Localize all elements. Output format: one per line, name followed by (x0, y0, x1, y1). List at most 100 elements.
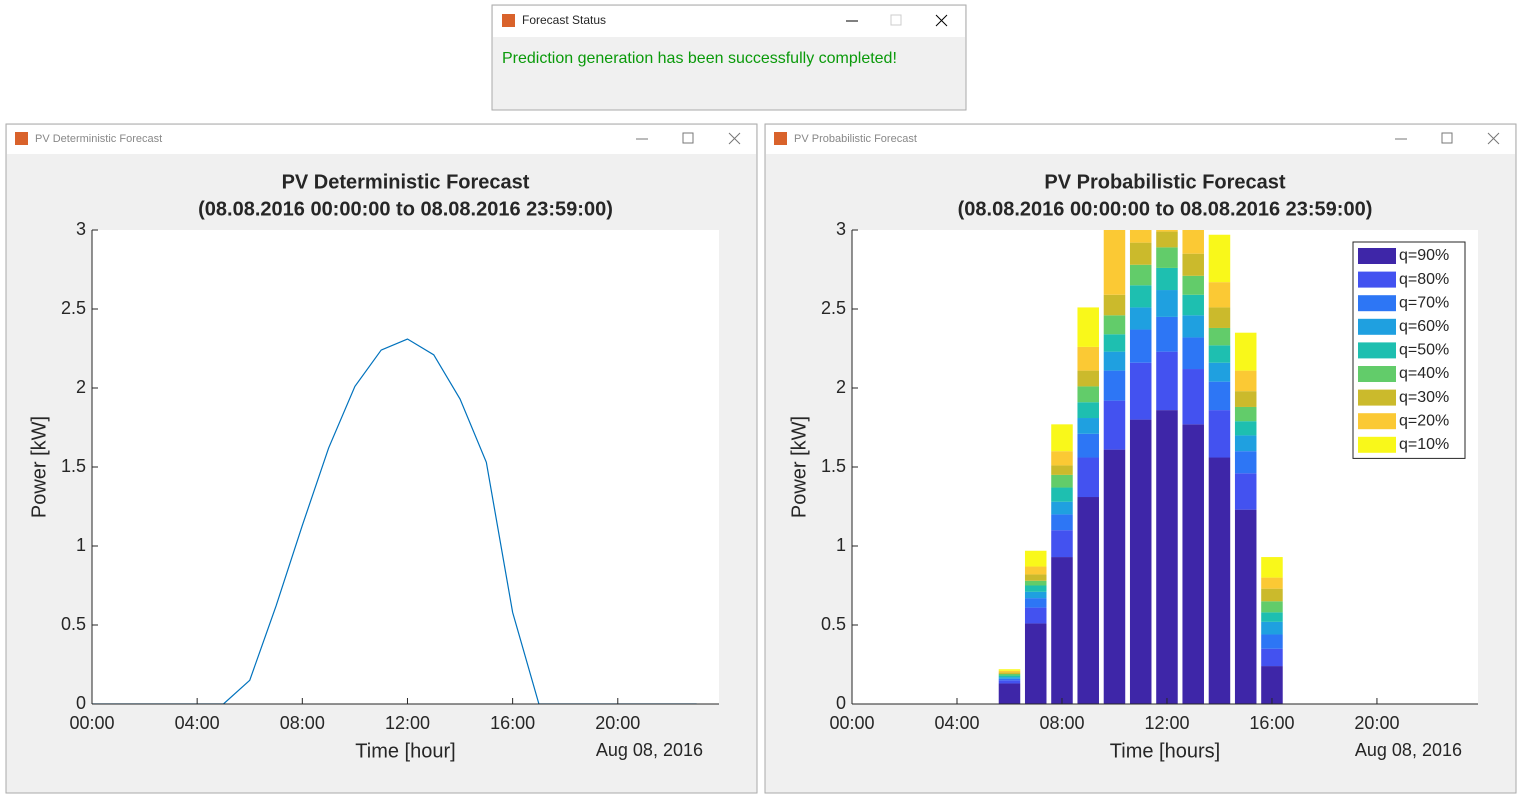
legend-label: q=10% (1399, 436, 1449, 453)
bar-segment (1024, 550, 1047, 567)
bar-segment (1077, 497, 1099, 704)
dialog: Forecast Status Prediction generation ha… (491, 4, 967, 111)
bar-segment (1077, 386, 1099, 403)
x-tick-label: 08:00 (280, 713, 325, 733)
close-button[interactable] (728, 132, 741, 145)
bar-segment (998, 680, 1021, 684)
chart-title: PV Deterministic Forecast (282, 171, 530, 193)
legend-swatch (1358, 389, 1396, 406)
bar-segment (1261, 621, 1283, 635)
bar-segment (1234, 435, 1257, 452)
bar-segment (1234, 332, 1257, 371)
bar-segment (1129, 264, 1152, 286)
x-tick-label: 04:00 (934, 713, 979, 733)
bar-segment (1051, 514, 1073, 531)
plot (998, 230, 1283, 704)
bar-segment (1182, 369, 1204, 425)
legend-label: q=90% (1399, 247, 1449, 264)
bar-segment (1182, 424, 1204, 704)
chart-subtitle: (08.08.2016 00:00:00 to 08.08.2016 23:59… (958, 198, 1373, 220)
legend-label: q=60% (1399, 318, 1449, 335)
bar-segment (1156, 247, 1178, 268)
bar-segment (1129, 242, 1152, 265)
legend-swatch (1358, 295, 1396, 312)
bar-segment (998, 677, 1021, 679)
y-tick-label: 0.5 (821, 614, 846, 634)
bar-segment (1234, 473, 1257, 510)
bar-segment (1129, 329, 1152, 363)
bar-segment (1208, 234, 1231, 283)
legend-label: q=20% (1399, 412, 1449, 429)
bar-segment (1051, 487, 1073, 502)
bar-segment (1024, 580, 1047, 586)
close-button[interactable] (935, 14, 948, 27)
legend-swatch (1358, 248, 1396, 264)
bar-segment (1103, 230, 1126, 295)
maximize-button[interactable] (682, 132, 694, 144)
bar-segment (1103, 351, 1126, 371)
bar-segment (1208, 410, 1231, 458)
bar-segment (1024, 607, 1047, 624)
bar-segment (1234, 451, 1257, 474)
bar-segment (1234, 421, 1257, 436)
bar-segment (1051, 501, 1073, 515)
bar-segment (1051, 424, 1073, 452)
app-icon (15, 132, 28, 145)
bar-segment (998, 673, 1021, 676)
bar-segment (1024, 598, 1047, 608)
dialog-title: Forecast Status (522, 13, 606, 27)
bar-segment (1182, 253, 1204, 276)
x-tick-label: 20:00 (1354, 713, 1399, 733)
bar-segment (998, 683, 1021, 704)
y-tick-label: 2 (836, 377, 846, 397)
legend-swatch (1358, 318, 1396, 335)
window-titlebar (766, 125, 1515, 154)
legend-label: q=70% (1399, 294, 1449, 311)
x-tick-label: 16:00 (1249, 713, 1294, 733)
dialog-message: Prediction generation has been successfu… (502, 50, 897, 67)
bar-segment (1182, 315, 1204, 338)
bar-segment (1077, 433, 1099, 458)
bar-segment (1234, 391, 1257, 407)
legend-swatch (1358, 271, 1396, 288)
bar-segment (1051, 451, 1073, 466)
bar-segment (1077, 346, 1099, 371)
bar-segment (998, 672, 1021, 674)
app-icon (502, 14, 515, 27)
bar-segment (1156, 267, 1178, 291)
bar-segment (1077, 402, 1099, 419)
bar-segment (1024, 585, 1047, 592)
bar-segment (1051, 530, 1073, 558)
legend-label: q=50% (1399, 342, 1449, 359)
bar-segment (1103, 400, 1126, 450)
bar-segment (1103, 294, 1126, 316)
y-tick-label: 3 (836, 219, 846, 239)
x-tick-label: 12:00 (1144, 713, 1189, 733)
plot-area (92, 230, 719, 704)
window-titlebar (7, 125, 756, 154)
bar-segment (1208, 362, 1231, 382)
bar-segment (998, 678, 1021, 681)
y-tick-label: 0 (76, 693, 86, 713)
y-tick-label: 2 (76, 377, 86, 397)
bar-segment (1261, 612, 1283, 622)
bar-segment (1208, 282, 1231, 308)
close-button[interactable] (1487, 132, 1500, 145)
bar-segment (1208, 381, 1231, 411)
bar-segment (1051, 474, 1073, 488)
y-tick-label: 2.5 (821, 298, 846, 318)
maximize-button[interactable] (1441, 132, 1453, 144)
line (92, 338, 697, 704)
bar-segment (1208, 345, 1231, 363)
bar-segment (1234, 509, 1257, 704)
bar-segment (1024, 591, 1047, 599)
bar-segment (1051, 465, 1073, 475)
x-tick-label: 12:00 (385, 713, 430, 733)
y-tick-label: 2.5 (61, 298, 86, 318)
y-tick-label: 1 (836, 535, 846, 555)
bar-segment (1129, 230, 1152, 243)
y-axis-label: Power [kW] (788, 416, 810, 518)
bar-segment (1156, 410, 1178, 704)
bar-segment (1024, 623, 1047, 704)
